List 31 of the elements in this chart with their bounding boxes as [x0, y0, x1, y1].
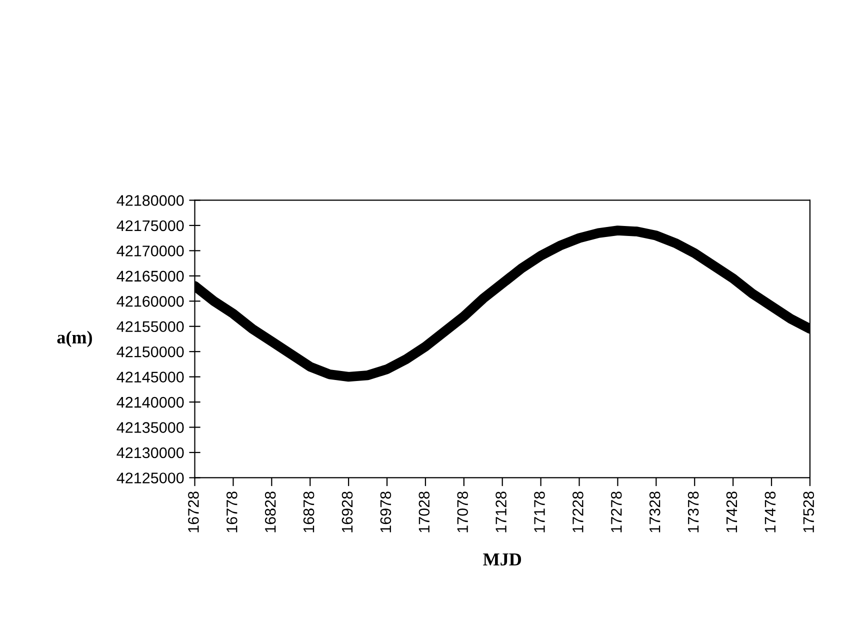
y-tick-label: 42155000	[116, 321, 184, 332]
x-tick-label: 17378	[688, 492, 699, 532]
y-tick-label: 42135000	[116, 422, 184, 433]
x-tick-label: 16828	[264, 492, 276, 532]
x-tick-label: 17278	[610, 492, 622, 532]
x-tick-label: 17128	[496, 492, 506, 532]
x-tick-label: 17328	[649, 492, 660, 532]
x-tick-label: 16728	[188, 492, 199, 532]
x-tick-label: 16778	[226, 492, 238, 532]
y-tick-label: 42180000	[116, 195, 184, 206]
y-tick-label: 42160000	[116, 296, 184, 307]
y-tick-label: 42170000	[116, 246, 184, 256]
x-tick-label: 16878	[303, 492, 314, 532]
x-tick-label: 17428	[726, 492, 738, 532]
y-tick-label: 42140000	[116, 396, 184, 408]
y-axis-title: a(m)	[57, 330, 92, 348]
x-tick-label: 17228	[572, 492, 584, 532]
x-tick-label: 17078	[457, 492, 468, 532]
y-tick-label: 42175000	[116, 220, 184, 232]
x-tick-label: 17178	[534, 492, 545, 532]
y-tick-label: 42150000	[116, 346, 184, 358]
x-tick-label: 16928	[342, 492, 353, 532]
x-axis-title: MJD	[483, 554, 522, 566]
x-tick-label: 16978	[380, 492, 392, 532]
y-tick-label: 42145000	[116, 372, 184, 382]
y-tick-label: 42165000	[116, 270, 184, 282]
y-tick-label: 42125000	[116, 472, 184, 484]
x-tick-label: 17028	[418, 492, 430, 532]
y-tick-label: 42130000	[116, 447, 184, 458]
x-tick-label: 17528	[803, 492, 814, 532]
x-tick-label: 17478	[764, 492, 776, 532]
